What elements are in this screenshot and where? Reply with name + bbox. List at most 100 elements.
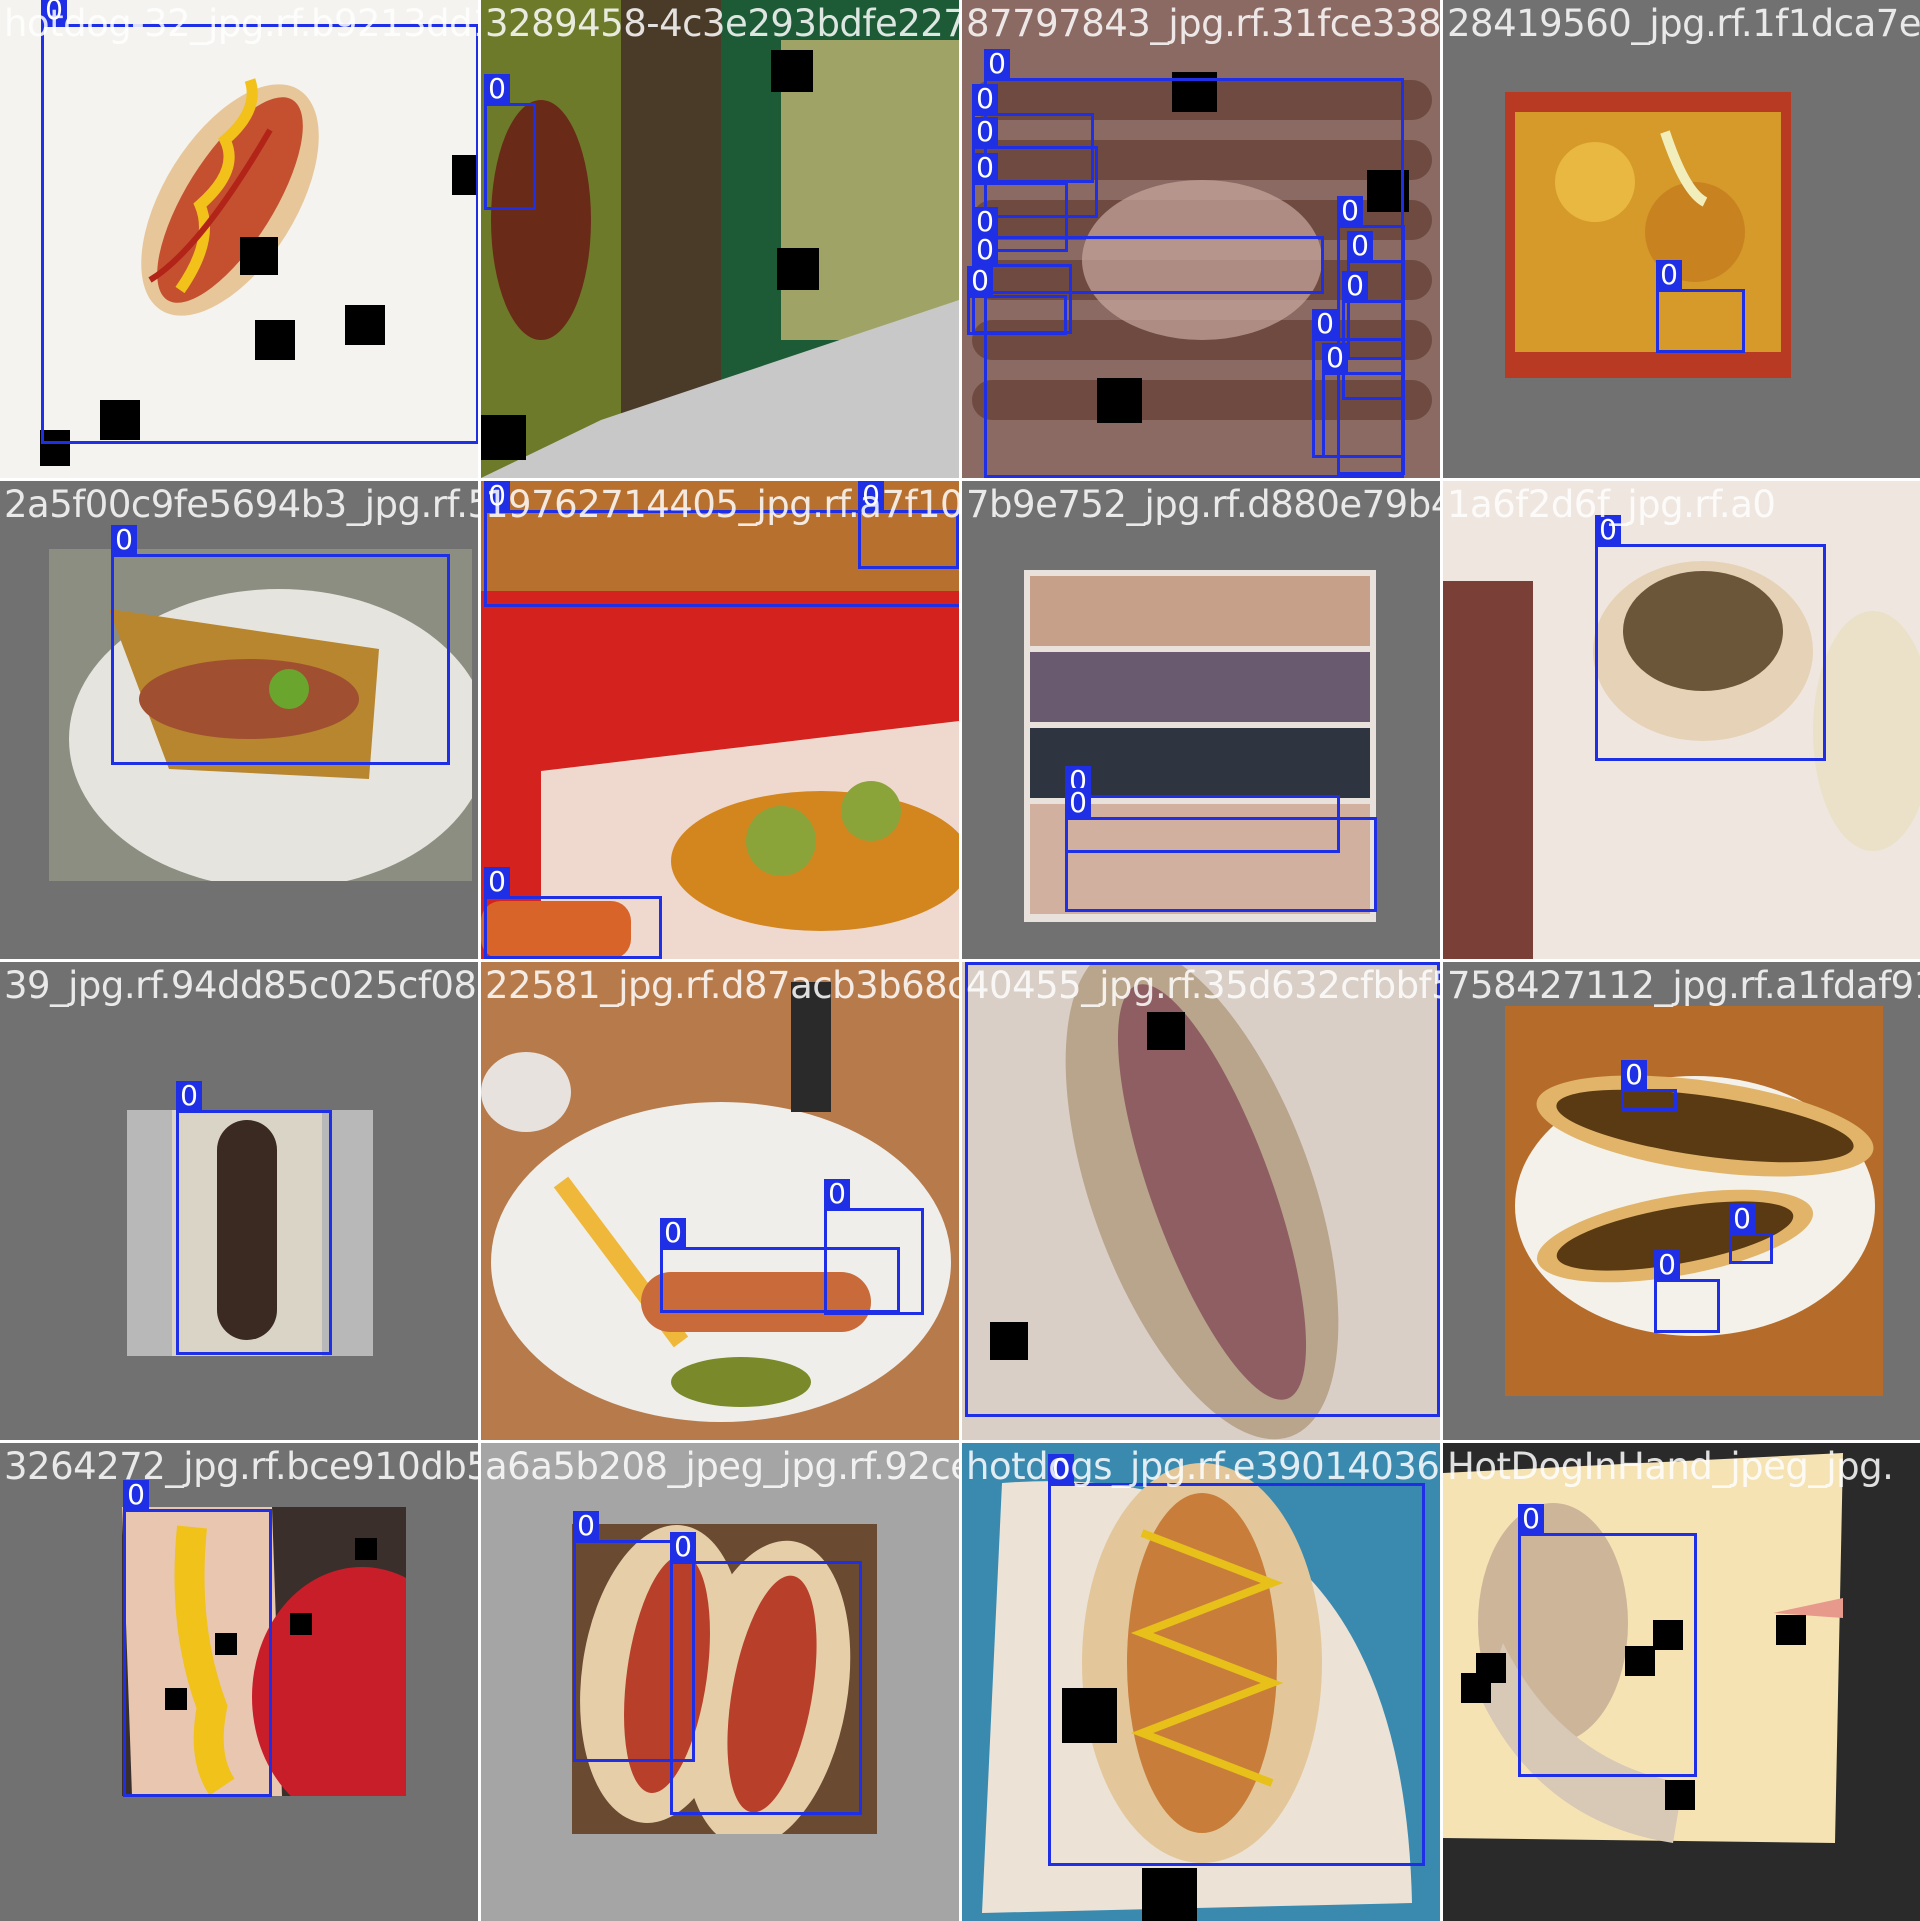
grid-divider xyxy=(0,1440,1920,1443)
class-label: 0 xyxy=(1518,1504,1544,1534)
hotdog-photo xyxy=(127,1110,373,1356)
bbox: 0 xyxy=(1048,1454,1425,1866)
tile-title: 3289458-4c3e293bdfe22704 xyxy=(485,2,959,45)
bbox: 0 xyxy=(484,74,536,210)
class-label: 0 xyxy=(965,962,991,963)
bbox: 0 xyxy=(176,1081,332,1355)
hotdog-photo xyxy=(1505,1006,1883,1396)
bbox: 0 xyxy=(1621,1060,1677,1111)
tile-title: 19762714405_jpg.rf.a7f1017 xyxy=(485,483,959,526)
class-label: 0 xyxy=(123,1480,149,1510)
bbox: 0 xyxy=(1729,1204,1773,1264)
bbox: 0 xyxy=(824,1179,924,1315)
bbox: 0 xyxy=(41,0,478,444)
class-label: 0 xyxy=(1595,515,1621,545)
hotdog-photo xyxy=(481,0,959,478)
tile-11: 0 40455_jpg.rf.35d632cfbbf5d7d xyxy=(962,962,1440,1440)
tile-title: HotDogInHand_jpeg_jpg. xyxy=(1447,1445,1894,1488)
tile-title: 758427112_jpg.rf.a1fdaf91a4b xyxy=(1447,964,1920,1007)
tile-5: 0 2a5f00c9fe5694b3_jpg.rf.5c xyxy=(0,481,478,959)
tile-title: hotdogs_jpg.rf.e390140364 xyxy=(966,1445,1440,1488)
hotdog-photo xyxy=(49,549,472,881)
class-label: 0 xyxy=(984,49,1010,79)
hotdog-photo xyxy=(481,481,959,959)
class-label: 0 xyxy=(1656,260,1682,290)
class-label: 0 xyxy=(1322,343,1348,373)
tile-13: 0 3264272_jpg.rf.bce910db53 xyxy=(0,1443,478,1921)
bbox: 0 xyxy=(660,1218,900,1313)
class-label: 0 xyxy=(484,867,510,897)
tile-3: 0 0 0 0 0 0 0 0 0 0 0 0 87797843_jpg.rf.… xyxy=(962,0,1440,478)
class-label: 0 xyxy=(111,525,137,555)
tile-title: 28419560_jpg.rf.1f1dca7efc xyxy=(1447,2,1920,45)
tile-6: 0 0 0 19762714405_jpg.rf.a7f1017 xyxy=(481,481,959,959)
tile-4: 0 28419560_jpg.rf.1f1dca7efc xyxy=(1443,0,1920,478)
tile-title: 22581_jpg.rf.d87acb3b68c5 xyxy=(485,964,959,1007)
bbox: 0 xyxy=(123,1480,272,1797)
tile-title: 40455_jpg.rf.35d632cfbbf5d7d xyxy=(966,964,1440,1007)
tile-14: 0 0 a6a5b208_jpeg_jpg.rf.92ce xyxy=(481,1443,959,1921)
tile-title: 2a5f00c9fe5694b3_jpg.rf.5c xyxy=(4,483,478,526)
bbox: 0 xyxy=(111,525,450,765)
class-label: 0 xyxy=(1621,1060,1647,1090)
bbox: 0 xyxy=(484,867,662,959)
bbox: 0 xyxy=(1347,231,1405,360)
class-label: 0 xyxy=(972,84,998,114)
bbox: 0 xyxy=(573,1511,695,1762)
hotdog-photo xyxy=(1024,570,1376,922)
class-label: 0 xyxy=(573,1511,599,1541)
class-label: 0 xyxy=(972,207,998,237)
tile-2: 0 3289458-4c3e293bdfe22704 xyxy=(481,0,959,478)
class-label: 0 xyxy=(660,1218,686,1248)
bbox: 0 xyxy=(1656,260,1745,353)
hotdog-photo xyxy=(481,962,959,1440)
tile-title: 87797843_jpg.rf.31fce338a9 xyxy=(966,2,1440,45)
hotdog-photo xyxy=(962,962,1440,1440)
class-label: 0 xyxy=(1729,1204,1755,1234)
tile-15: 0 hotdogs_jpg.rf.e390140364 xyxy=(962,1443,1440,1921)
class-label: 0 xyxy=(1065,788,1091,818)
class-label: 0 xyxy=(1342,271,1368,301)
class-label: 0 xyxy=(484,74,510,104)
class-label: 0 xyxy=(484,481,510,511)
class-label: 0 xyxy=(1312,309,1338,339)
bbox: 0 xyxy=(484,481,959,607)
bbox: 0 xyxy=(1065,788,1377,912)
hotdog-photo xyxy=(1505,92,1791,378)
class-label: 0 xyxy=(176,1081,202,1111)
tile-16: 0 HotDogInHand_jpeg_jpg. xyxy=(1443,1443,1920,1921)
bbox: 0 xyxy=(965,962,1440,1417)
bbox: 0 xyxy=(1595,515,1826,761)
tile-title: 39_jpg.rf.94dd85c025cf0896 xyxy=(4,964,478,1007)
hotdog-photo xyxy=(572,1524,877,1834)
class-label: 0 xyxy=(824,1179,850,1209)
tile-title: 3264272_jpg.rf.bce910db53 xyxy=(4,1445,478,1488)
class-label: 0 xyxy=(1048,1454,1074,1484)
hotdog-photo xyxy=(962,1443,1440,1921)
class-label: 0 xyxy=(858,481,884,511)
bbox: 0 xyxy=(1322,343,1405,458)
tile-10: 0 0 22581_jpg.rf.d87acb3b68c5 xyxy=(481,962,959,1440)
bbox: 0 xyxy=(1518,1504,1697,1777)
grid-divider xyxy=(0,478,1920,481)
grid-divider xyxy=(0,959,1920,962)
bbox: 0 xyxy=(858,481,959,569)
tile-title: hotdog-32_jpg.rf.b9213dd1 xyxy=(4,2,478,45)
tile-title: 7b9e752_jpg.rf.d880e79b41 xyxy=(966,483,1440,526)
class-label: 0 xyxy=(670,1532,696,1562)
bbox: 0 xyxy=(967,266,1067,335)
class-label: 0 xyxy=(972,117,998,147)
class-label: 0 xyxy=(967,266,993,296)
class-label: 0 xyxy=(1347,231,1373,261)
tile-title: 1a6f2d6f_jpg.rf.a0 xyxy=(1447,483,1776,526)
hotdog-photo xyxy=(0,0,478,478)
bbox: 0 xyxy=(972,153,1068,252)
class-label: 0 xyxy=(1337,196,1363,226)
tile-1: 0 hotdog-32_jpg.rf.b9213dd1 xyxy=(0,0,478,478)
tile-8: 0 1a6f2d6f_jpg.rf.a0 xyxy=(1443,481,1920,959)
class-label: 0 xyxy=(1654,1250,1680,1280)
bbox: 0 xyxy=(670,1532,862,1815)
class-label: 0 xyxy=(972,153,998,183)
tile-title: a6a5b208_jpeg_jpg.rf.92ce xyxy=(485,1445,959,1488)
